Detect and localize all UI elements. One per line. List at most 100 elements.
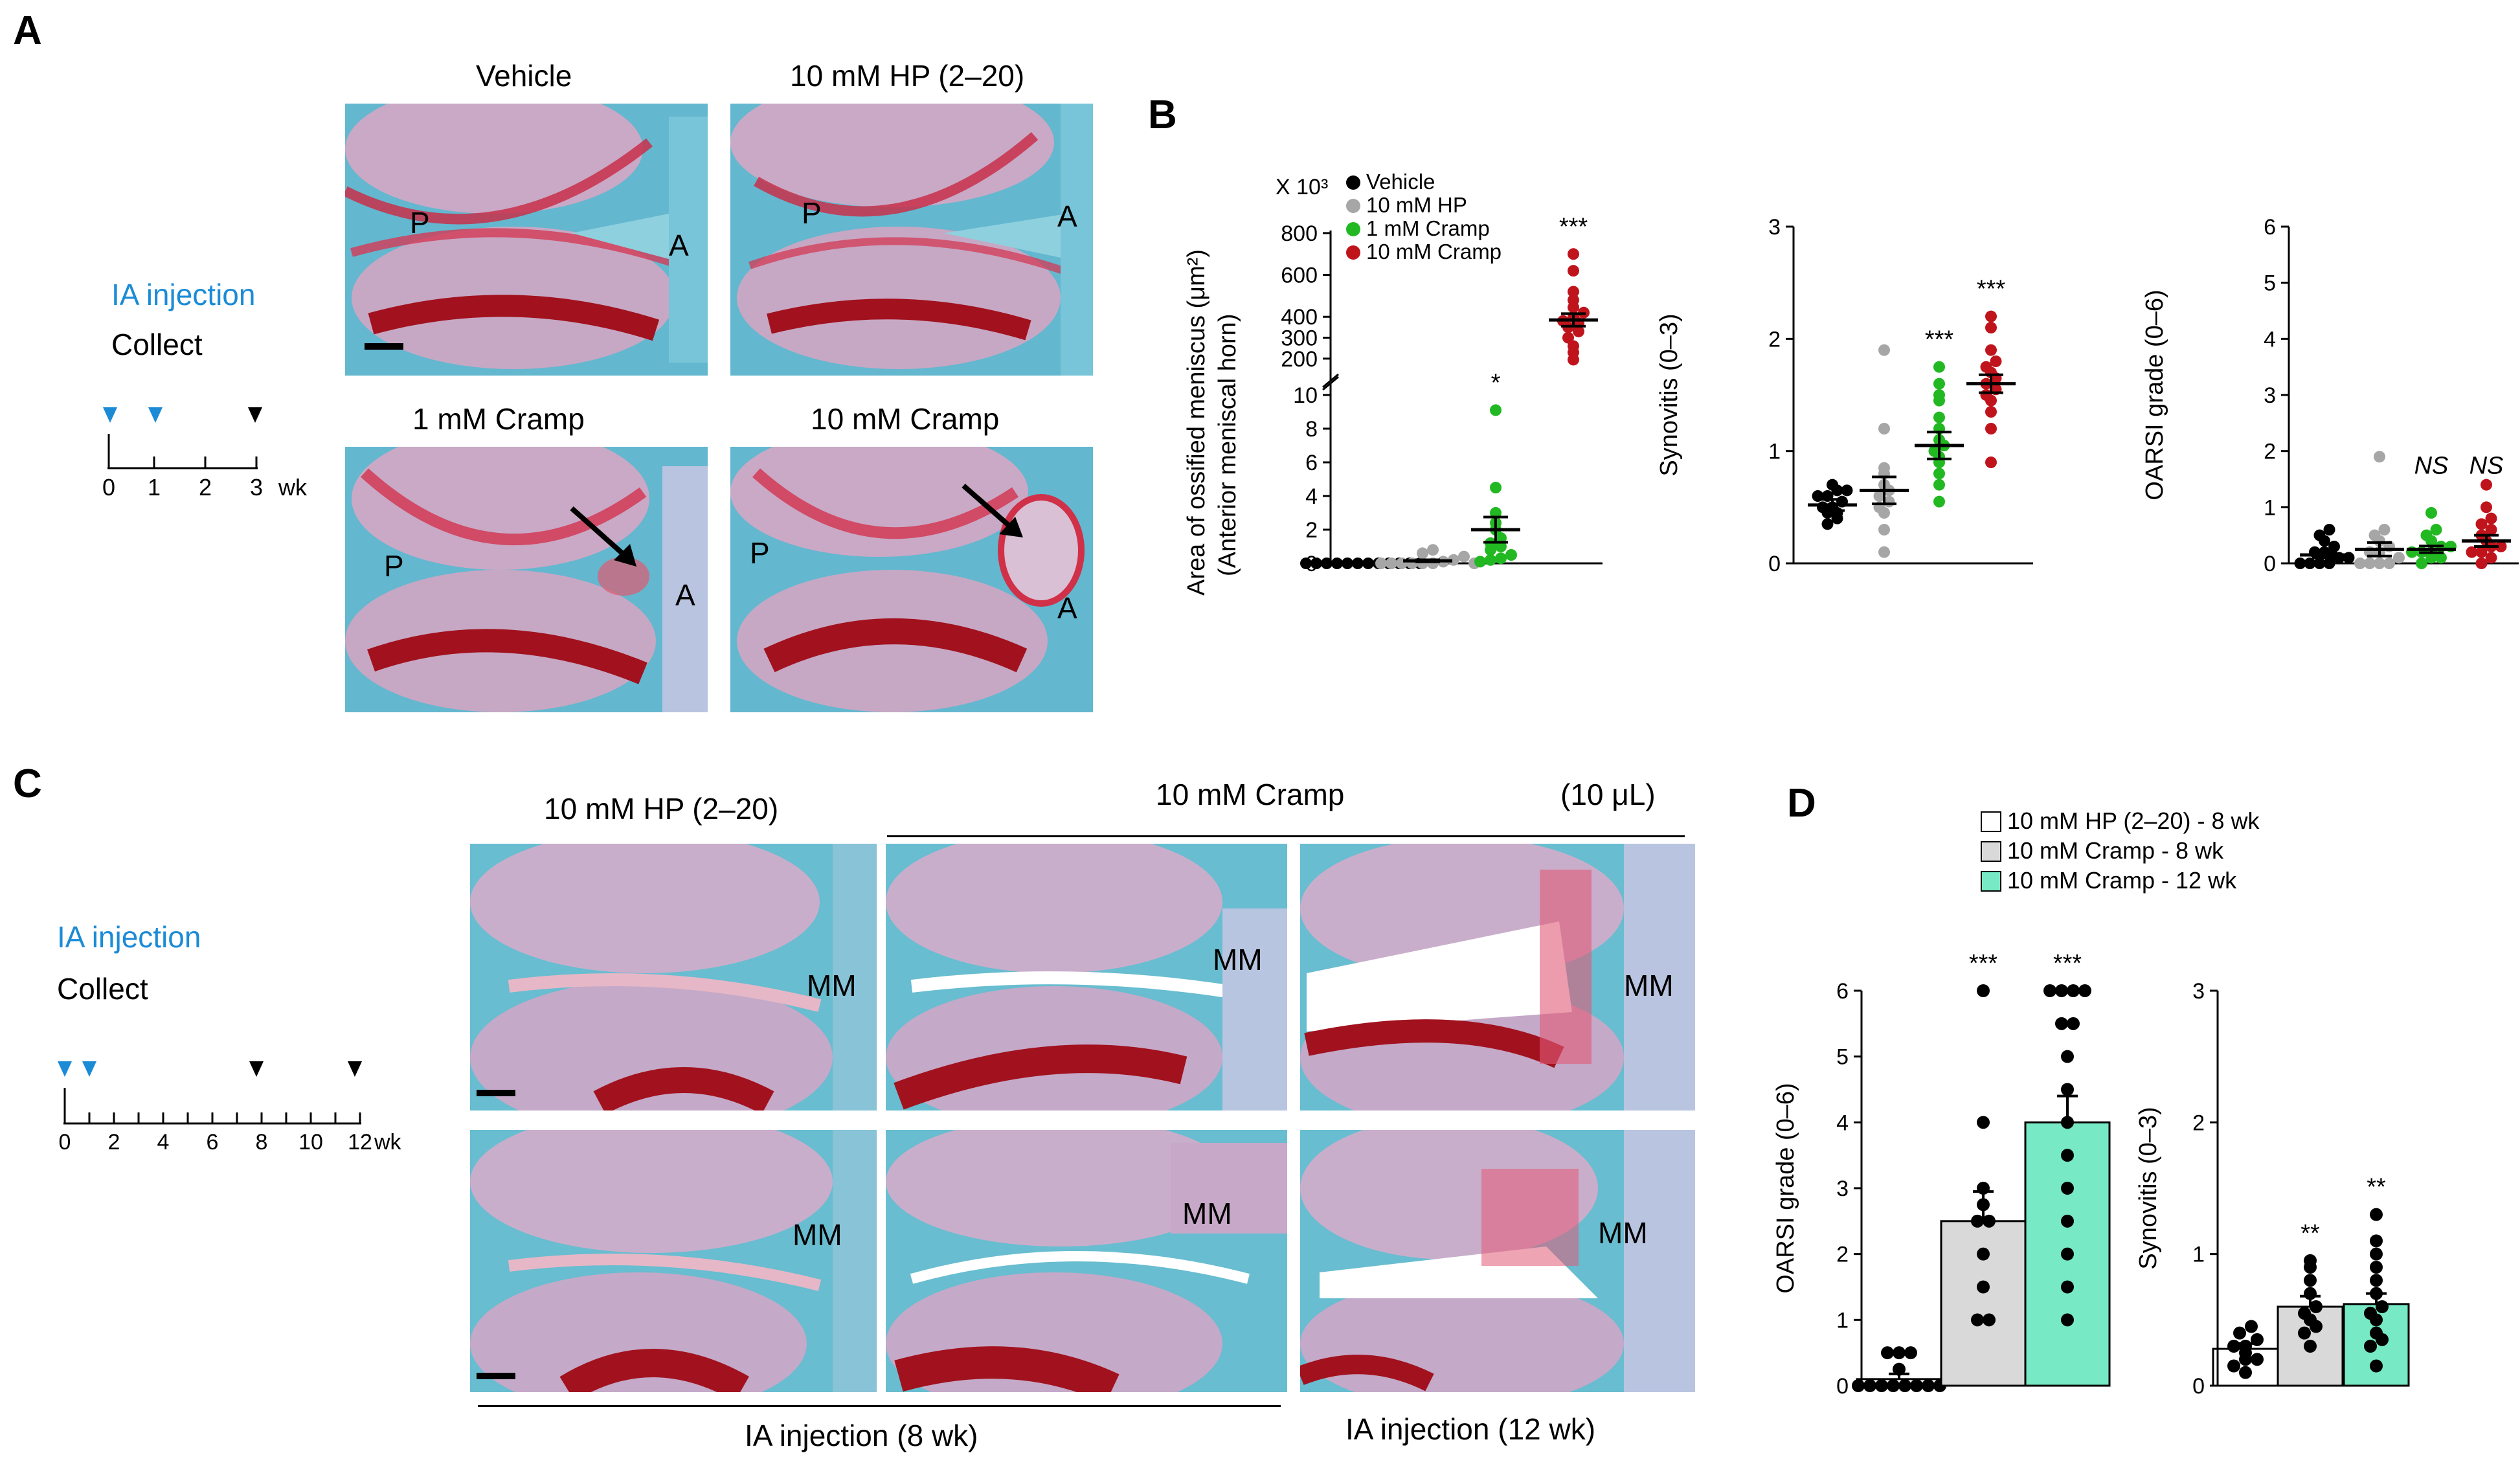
chart3-0-point <box>1893 1362 1906 1376</box>
b1-significance: *** <box>1559 213 1588 240</box>
scale-bar <box>477 1090 515 1096</box>
timeline-tick: 0 <box>102 474 115 501</box>
column-title-hp: 10 mM HP (2–20) <box>544 792 779 826</box>
legend-label: Vehicle <box>1366 170 1435 194</box>
chart2-y-tick-label: 5 <box>2264 271 2276 296</box>
legend-label: 10 mM Cramp - 8 wk <box>2007 837 2224 864</box>
chart1-0-point <box>1841 484 1853 497</box>
timeline-tick-label: 6 <box>207 1130 219 1155</box>
timeline-unit: wk <box>278 474 308 501</box>
b1-2-point <box>1495 552 1507 565</box>
chart4-y-tick-label: 0 <box>2192 1374 2205 1399</box>
chart3-bar <box>1940 1220 2027 1387</box>
histology-image-c-hp-bottom: MM <box>470 1130 877 1392</box>
bottom-label-12wk: IA injection (12 wk) <box>1345 1412 1596 1446</box>
chart3-y-tick-label: 5 <box>1836 1045 1849 1070</box>
b1-3-point <box>1562 332 1574 344</box>
chart3-2-point <box>2067 984 2080 997</box>
chart2-y-tick-label: 6 <box>2264 215 2276 240</box>
chart3-0-point <box>1881 1346 1894 1360</box>
panel-letter-c: C <box>13 761 42 806</box>
legend-swatch <box>1981 841 2001 862</box>
chart4-2-point <box>2370 1359 2383 1373</box>
timeline-a: 0 1 2 3 wk <box>102 407 308 501</box>
histology-image-c-hp-top: MM <box>470 844 877 1111</box>
panel-letter-d: D <box>1787 781 1816 826</box>
chart4-1-point <box>2304 1274 2317 1287</box>
b1-3-point <box>1568 340 1579 352</box>
chart2-0-point <box>2313 529 2326 541</box>
chart1-2-point <box>1933 361 1945 373</box>
chart4-significance: ** <box>2367 1174 2386 1201</box>
chart2-0-point <box>2313 558 2326 569</box>
timeline-tick: 2 <box>199 474 212 501</box>
legend-marker <box>1346 175 1360 190</box>
chart3-2-point <box>2061 1083 2074 1096</box>
chart4-0-point <box>2239 1366 2252 1379</box>
marker-mm: MM <box>793 1218 842 1252</box>
chart1-y-tick-label: 3 <box>1768 215 1781 240</box>
chart3-2-point <box>2061 1214 2074 1228</box>
chart3-2-point <box>2055 1017 2068 1030</box>
chart1-y-tick-label: 0 <box>1768 552 1781 576</box>
chart1-3-point <box>1985 423 1997 434</box>
chart1-0-point <box>1821 518 1834 530</box>
chart3-2-point <box>2061 1149 2074 1162</box>
timeline-c: 0 2 4 6 8 10 12 wk <box>58 1061 402 1155</box>
b1-y-tick-label: 400 <box>1281 305 1318 330</box>
chart2-3-point <box>2485 512 2497 524</box>
b1-y-label: Area of ossified meniscus (μm²) <box>1183 249 1210 596</box>
b1-3-point <box>1568 294 1579 306</box>
chart1-1-point <box>1878 462 1890 474</box>
chart4-0-point <box>2227 1340 2240 1353</box>
chart3-y-tick-label: 4 <box>1836 1111 1849 1135</box>
collect-marker <box>249 1061 264 1077</box>
legend-marker <box>1346 199 1360 213</box>
timeline-c-injection-label: IA injection <box>57 920 201 954</box>
timeline-unit: wk <box>374 1130 402 1155</box>
chart2-3-point <box>2475 518 2488 530</box>
image-title-hp: 10 mM HP (2–20) <box>790 59 1025 93</box>
chart3-y-tick-label: 1 <box>1836 1308 1849 1333</box>
bottom-label-8wk: IA injection (8 wk) <box>745 1419 978 1452</box>
panel-letter-b: B <box>1148 93 1177 137</box>
histology-image-c-cramp12-bottom: MM <box>1300 1130 1695 1392</box>
marker-p: P <box>750 536 770 570</box>
chart3-1-point <box>1971 1313 1984 1327</box>
b1-0-point <box>1321 558 1333 569</box>
chart4-1-point <box>2298 1307 2311 1320</box>
chart1-2-point <box>1933 411 1945 423</box>
chart2-y-tick-label: 2 <box>2264 440 2276 464</box>
b1-y-label-2: (Anterior meniscal horn) <box>1214 314 1241 576</box>
chart2-0-point <box>2323 558 2335 569</box>
chart3-1-point <box>1977 984 1990 997</box>
chart1-significance: *** <box>1977 276 2006 303</box>
legend-label: 10 mM Cramp <box>1366 240 1502 264</box>
b1-2-point <box>1474 556 1486 568</box>
b1-2-point <box>1490 482 1502 493</box>
chart1-3-point <box>1985 322 1997 333</box>
chart3-y-tick-label: 2 <box>1836 1243 1849 1267</box>
histology-image-c-cramp8-bottom: MM <box>886 1130 1287 1392</box>
chart2-3-point <box>2466 546 2478 558</box>
chart1-2-point <box>1928 445 1941 457</box>
chart4-significance: ** <box>2301 1220 2320 1247</box>
chart4-2-point <box>2370 1208 2383 1221</box>
chart1-y-label: Synovitis (0–3) <box>1656 313 1683 476</box>
chart1-1-point <box>1878 344 1890 356</box>
chart1-3-point <box>1980 361 1992 373</box>
chart3-2-point <box>2043 984 2056 997</box>
chart3-2-point <box>2067 1017 2080 1030</box>
marker-a: A <box>669 229 689 262</box>
b1-3-point <box>1568 286 1579 298</box>
chart2-1-point <box>2354 558 2366 569</box>
b1-scale-label: X 10³ <box>1276 175 1328 199</box>
timeline-tick-label: 12 <box>348 1130 372 1155</box>
b1-0-point <box>1300 558 1312 569</box>
chart2-1-point <box>2374 558 2385 569</box>
b1-1-point <box>1417 547 1428 559</box>
legend-marker <box>1346 222 1360 236</box>
chart3-significance: *** <box>1969 950 1998 977</box>
chart2-0-point <box>2304 558 2316 569</box>
